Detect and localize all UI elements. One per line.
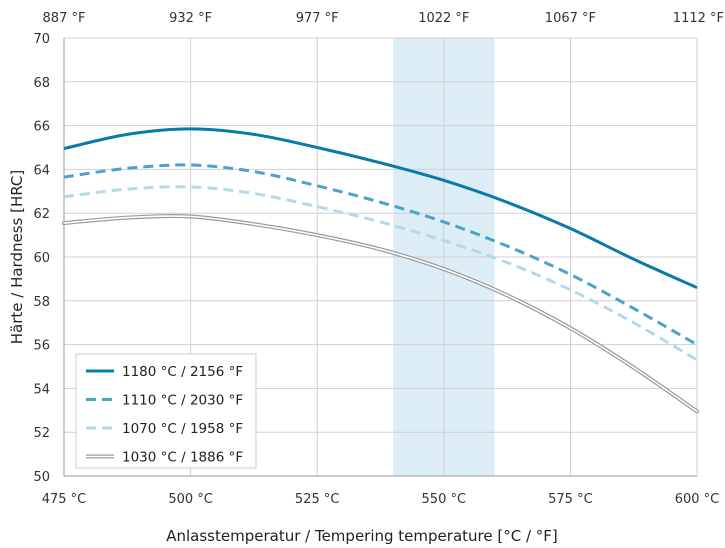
series-3-legend-label: 1070 °C / 1958 °F [122, 421, 243, 437]
x-top-tick-label: 1112 °F [673, 11, 724, 26]
y-tick-label: 50 [33, 470, 50, 485]
x-tick-label: 500 °C [168, 492, 213, 507]
x-tick-label: 475 °C [42, 492, 87, 507]
series-layer [62, 127, 699, 414]
tick-label-layer: 50 52 54 56 58 60 62 64 66 68 70 475 °C 500 °C 525 °C… [33, 11, 724, 507]
y-tick-label: 54 [33, 382, 50, 397]
legend-box [75, 353, 257, 469]
series-4-line-inner [63, 215, 698, 413]
y-tick-label: 64 [33, 163, 50, 178]
grid-layer [63, 37, 698, 477]
y-tick-label: 58 [33, 295, 50, 310]
x-top-tick-label: 977 °F [296, 11, 339, 26]
series-2-line [63, 163, 698, 346]
x-tick-label: 550 °C [422, 492, 467, 507]
x-axis-title: Anlasstemperatur / Tempering temperature… [166, 527, 558, 545]
x-tick-label: 600 °C [675, 492, 720, 507]
legend: 1180 °C / 2156 °F 1110 °C / 2030 °F 1070 °… [75, 353, 257, 469]
x-top-tick-label: 1022 °F [418, 11, 469, 26]
x-top-tick-label: 1067 °F [545, 11, 596, 26]
x-tick-label: 575 °C [548, 492, 593, 507]
y-tick-label: 56 [33, 339, 50, 354]
series-1-legend-label: 1180 °C / 2156 °F [122, 364, 243, 380]
y-tick-label: 66 [33, 120, 50, 135]
y-axis-title: Härte / Hardness [HRC] [8, 170, 26, 345]
series-3-line [63, 185, 698, 362]
y-tick-label: 62 [33, 207, 50, 222]
series-1-line [63, 127, 698, 290]
x-tick-label: 525 °C [295, 492, 340, 507]
y-tick-label: 68 [33, 76, 50, 91]
y-tick-label: 60 [33, 251, 50, 266]
y-tick-label: 70 [33, 32, 50, 47]
y-tick-label: 52 [33, 426, 50, 441]
x-top-tick-label: 932 °F [169, 11, 212, 26]
series-4-legend-label: 1030 °C / 1886 °F [122, 450, 243, 466]
series-2-legend-label: 1110 °C / 2030 °F [122, 393, 243, 409]
x-top-tick-label: 887 °F [43, 11, 86, 26]
